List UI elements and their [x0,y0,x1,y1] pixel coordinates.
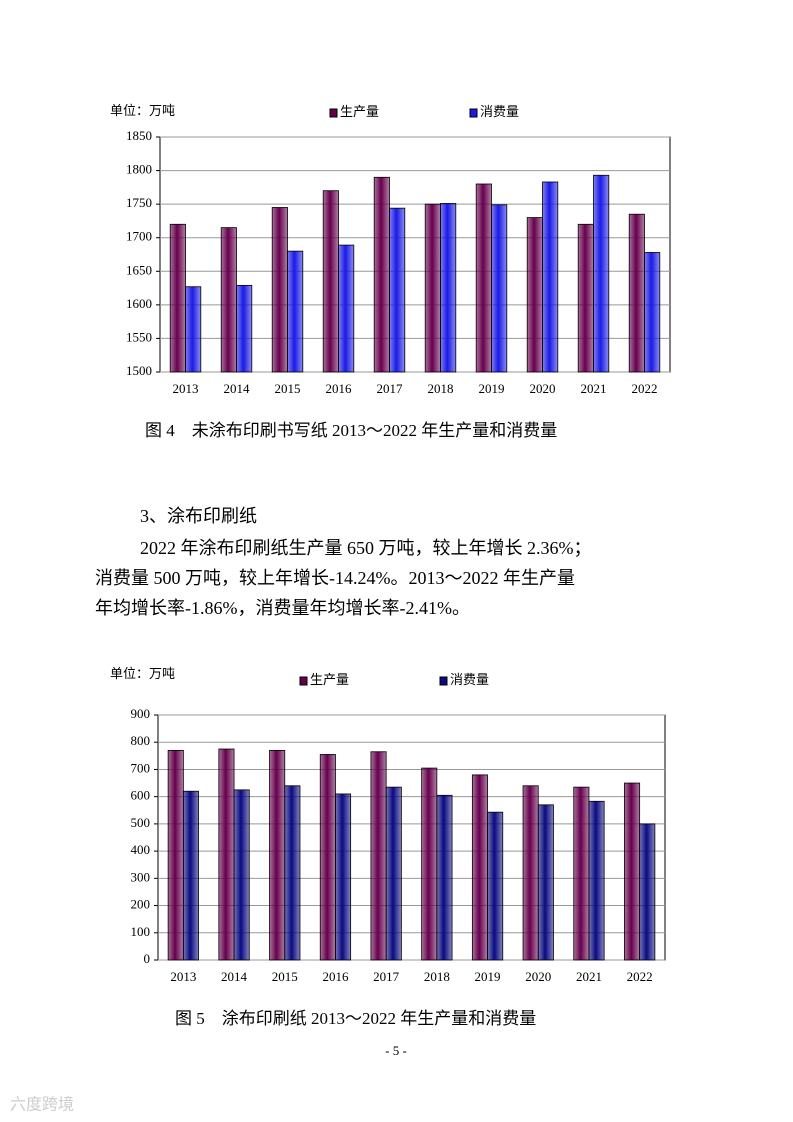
y-tick-label: 900 [131,706,151,721]
bar [522,785,539,961]
legend-swatch [329,108,338,118]
x-tick-label: 2021 [576,969,602,984]
x-tick-label: 2022 [632,381,658,396]
y-tick-label: 100 [131,924,151,939]
bar [233,789,250,961]
bar [542,181,559,373]
bar [335,793,352,961]
bar [287,250,304,373]
unit-label: 单位：万吨 [110,103,175,118]
bar [593,174,610,373]
x-tick-label: 2018 [424,969,450,984]
bar [628,213,645,373]
y-tick-label: 1700 [126,229,152,244]
bar [284,785,301,961]
x-tick-label: 2013 [173,381,199,396]
bar [271,207,288,373]
bar [236,284,253,373]
y-tick-label: 1850 [126,128,152,143]
bar [373,176,390,373]
x-tick-label: 2020 [525,969,551,984]
legend-label: 消费量 [450,672,489,687]
bar [319,754,336,961]
x-tick-label: 2020 [530,381,556,396]
page-number: - 5 - [385,1043,407,1058]
bar [338,244,355,373]
y-tick-label: 1600 [126,296,152,311]
bar [185,286,202,373]
y-tick-label: 300 [131,869,151,884]
legend-label: 生产量 [340,104,379,119]
bar [537,804,554,961]
bar [220,227,237,373]
y-tick-label: 200 [131,897,151,912]
bar [624,782,641,961]
x-tick-label: 2016 [326,381,353,396]
bar [389,207,406,373]
legend-swatch [439,676,448,686]
bar [424,203,441,373]
x-tick-label: 2018 [428,381,454,396]
bar [370,751,387,961]
bar [471,774,488,961]
bar [644,252,661,373]
y-tick-label: 1800 [126,162,152,177]
y-tick-label: 400 [131,842,151,857]
x-tick-label: 2021 [581,381,607,396]
x-tick-label: 2014 [224,381,251,396]
caption: 图 5 涂布印刷纸 2013～2022 年生产量和消费量 [175,1009,536,1028]
bar [440,203,457,373]
paragraph-line: 2022 年涂布印刷纸生产量 650 万吨，较上年增长 2.36%； [140,538,592,558]
x-tick-label: 2022 [627,969,653,984]
bar [169,223,186,373]
y-tick-label: 0 [144,951,151,966]
bar [588,800,605,961]
y-tick-label: 600 [131,788,151,803]
x-tick-label: 2015 [275,381,301,396]
y-tick-label: 1650 [126,262,152,277]
x-tick-label: 2013 [170,969,196,984]
y-tick-label: 1500 [126,363,152,378]
bar [475,183,492,373]
watermark: 六度跨境 [10,1095,74,1114]
bar [639,823,656,961]
x-tick-label: 2017 [373,969,400,984]
x-tick-label: 2019 [479,381,505,396]
caption: 图 4 未涂布印刷书写纸 2013～2022 年生产量和消费量 [145,421,557,440]
bar [182,790,199,961]
y-tick-label: 700 [131,760,151,775]
bar [436,794,453,961]
bar [167,749,184,961]
x-tick-label: 2014 [221,969,248,984]
paragraph-line: 消费量 500 万吨，较上年增长-14.24%。2013～2022 年生产量 [95,568,575,588]
bar [322,190,339,373]
y-tick-label: 500 [131,815,151,830]
bar [491,204,508,373]
y-tick-label: 800 [131,733,151,748]
legend-swatch [299,676,308,686]
y-tick-label: 1750 [126,195,152,210]
bar [421,767,438,961]
legend-swatch [469,108,478,118]
unit-label: 单位：万吨 [110,666,175,681]
bar [218,748,235,961]
bar [487,811,504,961]
x-tick-label: 2016 [322,969,349,984]
bar [577,223,594,373]
paragraph-line: 年均增长率-1.86%，消费量年均增长率-2.41%。 [95,598,470,618]
x-tick-label: 2015 [272,969,298,984]
x-tick-label: 2017 [377,381,404,396]
x-tick-label: 2019 [475,969,501,984]
y-tick-label: 1550 [126,329,152,344]
bar [573,786,590,961]
legend-label: 生产量 [310,672,349,687]
bar [385,786,402,961]
bar [526,217,543,373]
legend-label: 消费量 [480,104,519,119]
section-heading: 3、涂布印刷纸 [140,506,257,526]
bar [269,749,286,961]
